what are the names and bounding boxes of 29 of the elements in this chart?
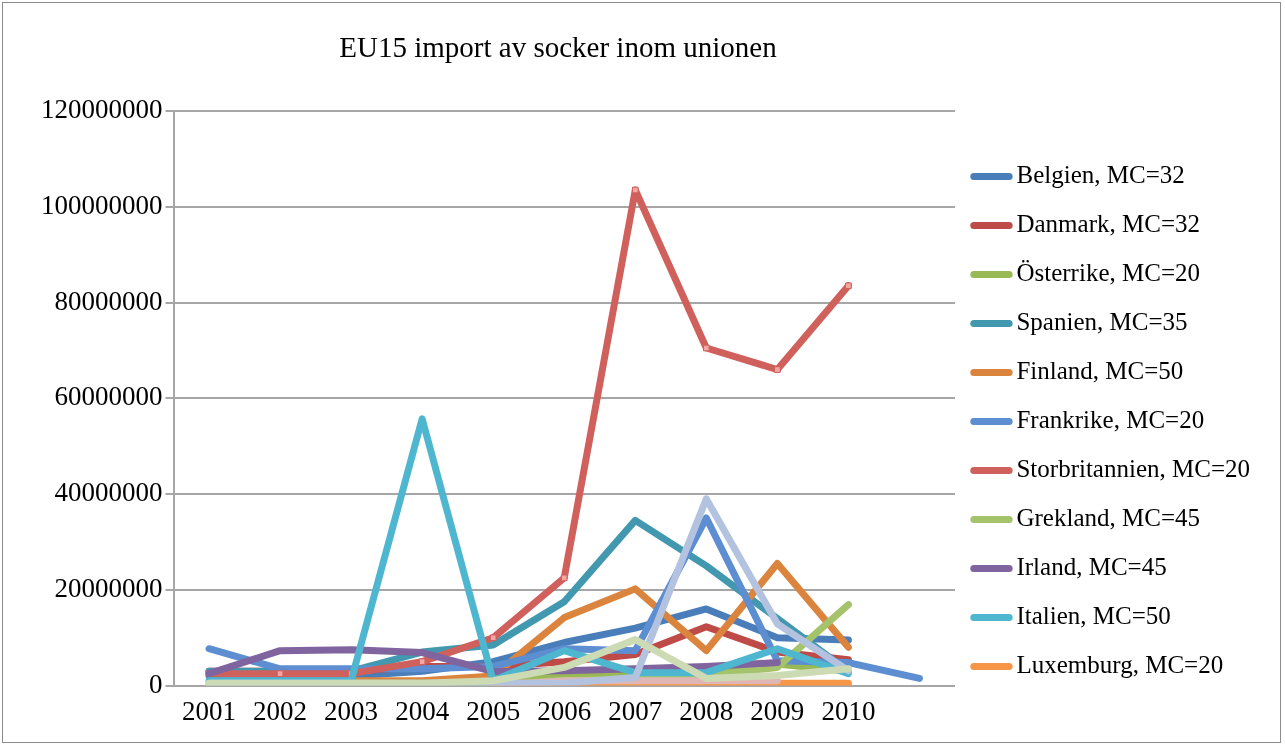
y-tick-label: 100000000 (41, 189, 163, 220)
y-tick-label: 20000000 (54, 572, 163, 603)
legend-label: Finland, MC=50 (1016, 357, 1184, 385)
chart-title: EU15 import av socker inom unionen (338, 31, 778, 64)
x-tick-label: 2001 (182, 695, 237, 726)
legend-label: Belgien, MC=32 (1016, 161, 1185, 189)
legend-label: Frankrike, MC=20 (1016, 406, 1205, 434)
legend-label: Spanien, MC=35 (1016, 308, 1188, 336)
y-tick-label: 60000000 (54, 381, 163, 412)
x-tick-label: 2005 (466, 695, 521, 726)
x-tick-label: 2009 (750, 695, 805, 726)
x-tick-label: 2004 (395, 695, 450, 726)
legend-label: Irland, MC=45 (1016, 553, 1167, 581)
y-tick-label: 120000000 (41, 94, 163, 125)
legend-label: Luxemburg, MC=20 (1016, 651, 1224, 679)
legend-label: Storbritannien, MC=20 (1016, 455, 1251, 483)
x-tick-label: 2003 (324, 695, 379, 726)
legend-label: Danmark, MC=32 (1016, 210, 1200, 238)
x-tick-label: 2002 (253, 695, 308, 726)
legend-label: Italien, MC=50 (1016, 602, 1171, 630)
x-tick-label: 2010 (821, 695, 876, 726)
legend-label: Grekland, MC=45 (1016, 504, 1200, 532)
y-tick-label: 40000000 (54, 477, 163, 508)
x-tick-label: 2007 (608, 695, 663, 726)
y-tick-label: 80000000 (54, 285, 163, 316)
legend-label: Österrike, MC=20 (1016, 259, 1200, 287)
y-tick-label: 0 (149, 668, 163, 699)
x-tick-label: 2006 (537, 695, 592, 726)
x-tick-label: 2008 (679, 695, 734, 726)
